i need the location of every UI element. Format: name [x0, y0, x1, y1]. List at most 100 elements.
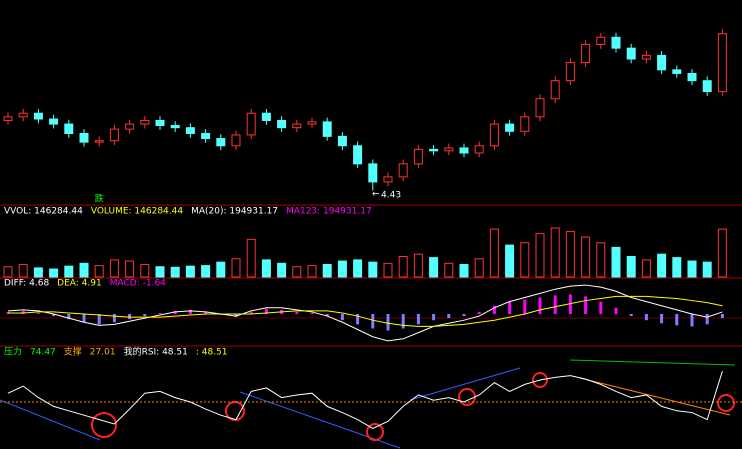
legend-entry: MACD: -1.64: [110, 279, 166, 289]
candle-body: [505, 123, 515, 132]
legend-entry: 压力: [4, 346, 22, 358]
trend-line: [409, 367, 521, 401]
volume-bar: [292, 266, 302, 278]
volume-bar: [307, 265, 317, 278]
candle-body: [140, 119, 150, 125]
candle-body: [520, 116, 530, 132]
candle-body: [672, 69, 682, 74]
highlight-circle: [91, 412, 117, 438]
legend-entry: 74.47: [30, 348, 56, 358]
volume-bar: [18, 263, 28, 278]
volume-bar: [626, 255, 636, 278]
trend-line: [0, 399, 101, 441]
candle-body: [64, 123, 74, 134]
volume-bar: [413, 253, 423, 278]
candle-body: [216, 138, 226, 147]
legend-entry: : 48.51: [196, 348, 228, 358]
candle-body: [125, 123, 135, 130]
legend-entry: VOLUME: 146284.44: [91, 207, 184, 217]
volume-bar: [459, 263, 469, 278]
candle-body: [459, 147, 469, 154]
volume-bar: [261, 259, 271, 278]
candle-body: [383, 176, 393, 183]
volume-bar: [520, 242, 530, 278]
candle-body: [261, 112, 271, 121]
volume-bar: [672, 257, 682, 278]
volume-bar: [489, 228, 499, 278]
volume-bar: [170, 266, 180, 278]
volume-bar: [79, 262, 89, 278]
legend-entry: 我的RSI: 48.51: [124, 346, 188, 358]
volume-bar: [94, 265, 104, 278]
volume-bar: [277, 262, 287, 278]
volume-bar: [337, 260, 347, 278]
highlight-circle: [458, 388, 476, 406]
volume-bar: [246, 238, 256, 278]
volume-bar: [702, 261, 712, 278]
legend-entry: DIFF: 4.68: [4, 279, 49, 289]
volume-bar: [398, 255, 408, 278]
candle-body: [474, 145, 484, 154]
line: [7, 371, 723, 429]
low-arrow: ←: [372, 190, 380, 200]
volume-bar: [201, 265, 211, 278]
volume-bar: [231, 258, 241, 278]
candle-body: [489, 123, 499, 147]
highlight-circle: [366, 423, 384, 441]
candle-body: [322, 121, 332, 137]
legend-entry: MA(20): 194931.17: [191, 207, 278, 217]
volume-bar: [717, 228, 727, 278]
volume-bar: [429, 257, 439, 278]
candle-body: [33, 112, 43, 120]
candle-body: [429, 148, 439, 152]
line: [7, 284, 723, 342]
candle-body: [398, 163, 408, 178]
highlight-circle: [717, 394, 735, 412]
candle-body: [565, 62, 575, 82]
trend-line: [239, 391, 401, 449]
legend-entry: DEA: 4.91: [57, 279, 102, 289]
volume-bar: [444, 262, 454, 278]
volume-bar: [185, 265, 195, 278]
candle-body: [246, 112, 256, 136]
volume-bar: [140, 263, 150, 278]
candle-body: [49, 118, 59, 125]
legend-entry: VVOL: 146284.44: [4, 207, 83, 217]
candle-body: [535, 98, 545, 118]
candle-body: [444, 147, 454, 152]
candle-body: [79, 132, 89, 143]
highlight-circle: [532, 372, 548, 388]
candle-body: [611, 36, 621, 49]
volume-bar: [550, 227, 560, 278]
legend-entry: 27.01: [90, 348, 116, 358]
candle-body: [337, 135, 347, 147]
candle-body: [231, 134, 241, 147]
candle-body: [626, 47, 636, 60]
trend-line: [569, 359, 736, 366]
candle-body: [702, 80, 712, 93]
candle-body: [641, 54, 651, 60]
candle-body: [596, 36, 606, 46]
volume-bar: [3, 266, 13, 278]
low-label: 4.43: [381, 191, 401, 201]
trend-line: [579, 377, 731, 416]
volume-bar: [535, 233, 545, 278]
candle-body: [292, 123, 302, 129]
candle-body: [277, 119, 287, 129]
legend-entry: 支撑: [64, 346, 82, 358]
volume-bar: [322, 263, 332, 278]
volume-bar: [641, 259, 651, 278]
volume-bar: [125, 260, 135, 278]
volume-bar: [611, 246, 621, 278]
volume-bar: [581, 236, 591, 278]
volume-bar: [383, 262, 393, 278]
candle-body: [109, 128, 119, 142]
candle-body: [368, 163, 378, 183]
volume-bar: [474, 258, 484, 278]
volume-bar: [505, 244, 515, 278]
candle-body: [185, 127, 195, 134]
candle-body: [550, 80, 560, 100]
candle-body: [18, 112, 28, 118]
volume-bar: [353, 259, 363, 278]
